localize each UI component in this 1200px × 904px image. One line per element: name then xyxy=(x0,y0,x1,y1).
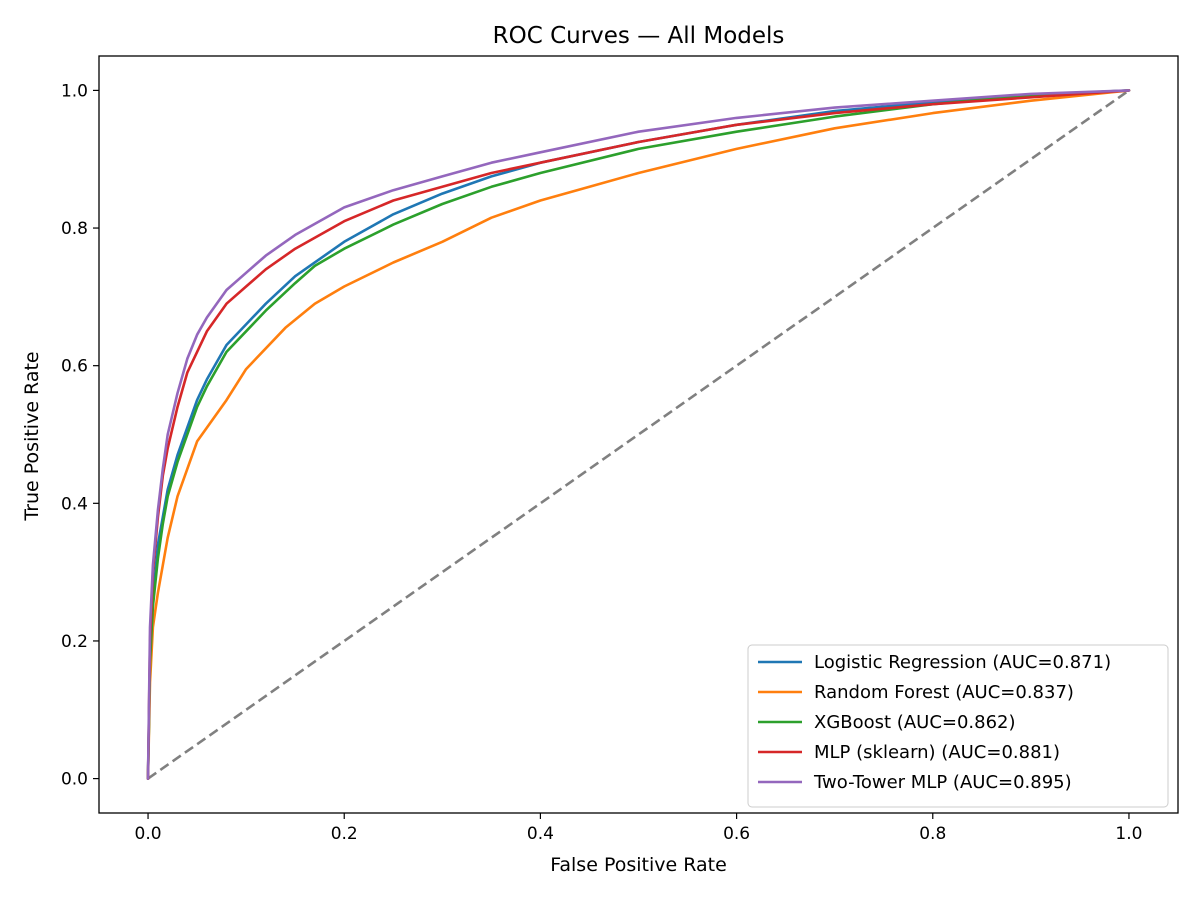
legend-label-1: Random Forest (AUC=0.837) xyxy=(814,682,1074,703)
axes-frame xyxy=(98,55,1179,814)
plot-area: 0.0 0.2 0.4 0.6 0.8 1.0 0.0 0.2 0.4 0.6 0.8 1.0 Logi… xyxy=(61,55,1179,844)
x-tick-label: 1.0 xyxy=(1115,824,1142,844)
y-tick-label: 0.2 xyxy=(61,632,88,652)
legend-label-2: XGBoost (AUC=0.862) xyxy=(814,712,1016,733)
y-axis-label: True Positive Rate xyxy=(21,351,43,521)
x-axis-label: False Positive Rate xyxy=(550,854,727,876)
series-line-2 xyxy=(146,89,1131,780)
x-tick-label: 0.2 xyxy=(331,824,358,844)
chart-title: ROC Curves — All Models xyxy=(493,23,785,49)
legend-label-3: MLP (sklearn) (AUC=0.881) xyxy=(814,742,1060,763)
y-tick-label: 0.4 xyxy=(61,494,88,514)
chance-diagonal-line xyxy=(147,89,1130,780)
y-tick-label: 0.6 xyxy=(61,357,88,377)
x-tick-label: 0.4 xyxy=(527,824,554,844)
x-tick-label: 0.6 xyxy=(723,824,750,844)
legend: Logistic Regression (AUC=0.871) Random Fo… xyxy=(747,644,1169,808)
series-line-4 xyxy=(146,89,1131,780)
legend-box xyxy=(747,644,1169,808)
y-tick-label: 0.0 xyxy=(61,770,88,790)
legend-label-4: Two-Tower MLP (AUC=0.895) xyxy=(813,772,1072,793)
x-tick-label: 0.8 xyxy=(919,824,946,844)
legend-label-0: Logistic Regression (AUC=0.871) xyxy=(814,652,1111,673)
x-tick-label: 0.0 xyxy=(135,824,162,844)
series-line-1 xyxy=(146,89,1131,780)
y-tick-label: 1.0 xyxy=(61,81,88,101)
y-tick-label: 0.8 xyxy=(61,219,88,239)
